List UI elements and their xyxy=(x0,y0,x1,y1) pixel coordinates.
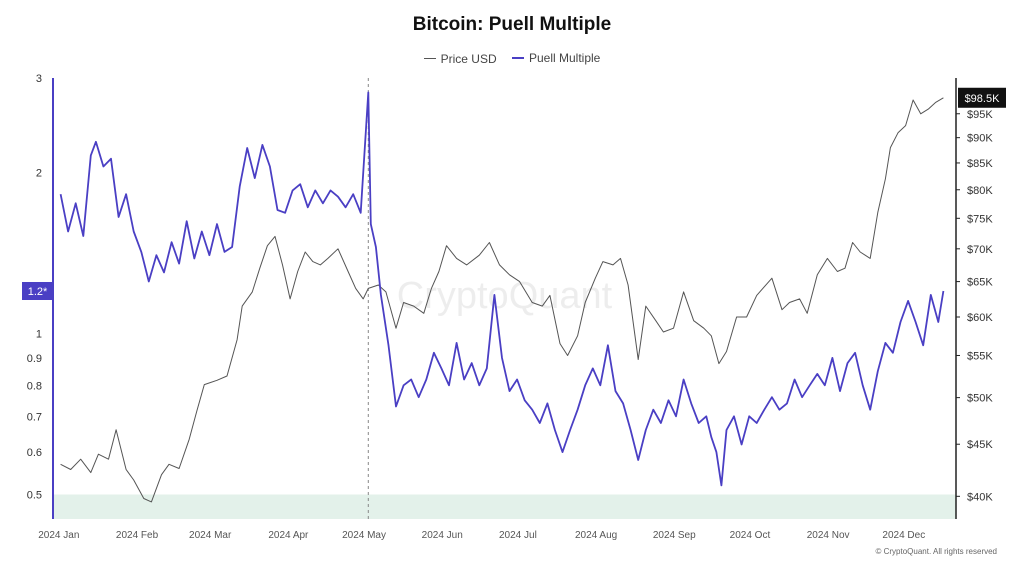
right-tick-label: $60K xyxy=(967,312,993,324)
right-tick-label: $75K xyxy=(967,213,993,225)
x-tick-label: 2024 Feb xyxy=(116,530,159,541)
x-tick-label: 2024 Mar xyxy=(189,530,232,541)
left-tick-label: 0.6 xyxy=(27,447,42,459)
left-tick-label: 0.8 xyxy=(27,380,42,392)
low-value-band xyxy=(53,494,956,519)
left-current-label: 1.2* xyxy=(28,286,48,298)
right-tick-label: $40K xyxy=(967,491,993,503)
watermark-text: CryptoQuant xyxy=(397,275,613,317)
legend-item-price[interactable]: Price USD xyxy=(423,51,497,66)
x-tick-label: 2024 Aug xyxy=(575,530,617,541)
right-tick-label: $80K xyxy=(967,185,993,197)
legend: Price USD Puell Multiple xyxy=(0,48,1024,66)
right-tick-label: $50K xyxy=(967,393,993,405)
x-tick-label: 2024 May xyxy=(342,530,386,541)
legend-label-price: Price USD xyxy=(440,51,497,66)
copyright-notice: © CryptoQuant. All rights reserved xyxy=(875,547,998,556)
right-tick-label: $95K xyxy=(967,109,993,121)
right-tick-label: $85K xyxy=(967,158,993,170)
right-current-badge xyxy=(958,87,1006,108)
x-tick-label: 2024 Oct xyxy=(730,530,771,541)
x-tick-label: 2024 Sep xyxy=(653,530,696,541)
x-tick-label: 2024 Dec xyxy=(882,530,925,541)
x-tick-label: 2024 Jan xyxy=(38,530,79,541)
x-tick-label: 2024 Apr xyxy=(268,530,309,541)
x-tick-label: 2024 Jun xyxy=(422,530,463,541)
right-tick-label: $45K xyxy=(967,439,993,451)
right-tick-label: $65K xyxy=(967,277,993,289)
x-tick-label: 2024 Nov xyxy=(807,530,850,541)
puell-multiple-line xyxy=(59,91,945,487)
left-tick-label: 0.7 xyxy=(27,411,42,423)
price-usd-line xyxy=(60,97,944,503)
price-line-swatch xyxy=(423,58,436,59)
puell-line-swatch xyxy=(511,57,524,59)
right-tick-label: $90K xyxy=(967,133,993,145)
right-tick-label: $55K xyxy=(967,350,993,362)
left-tick-label: 0.9 xyxy=(27,353,42,365)
left-tick-label: 1 xyxy=(36,328,42,340)
chart-title: Bitcoin: Puell Multiple xyxy=(412,14,612,35)
left-current-badge xyxy=(22,281,53,300)
legend-item-puell[interactable]: Puell Multiple xyxy=(511,51,601,65)
left-tick-label: 0.5 xyxy=(27,490,42,502)
right-tick-label: $70K xyxy=(967,244,993,256)
legend-label-puell: Puell Multiple xyxy=(528,51,601,65)
left-tick-label: 2 xyxy=(36,167,42,179)
left-tick-label: 3 xyxy=(36,73,42,85)
x-tick-label: 2024 Jul xyxy=(499,530,537,541)
right-current-label: $98.5K xyxy=(965,93,1001,105)
